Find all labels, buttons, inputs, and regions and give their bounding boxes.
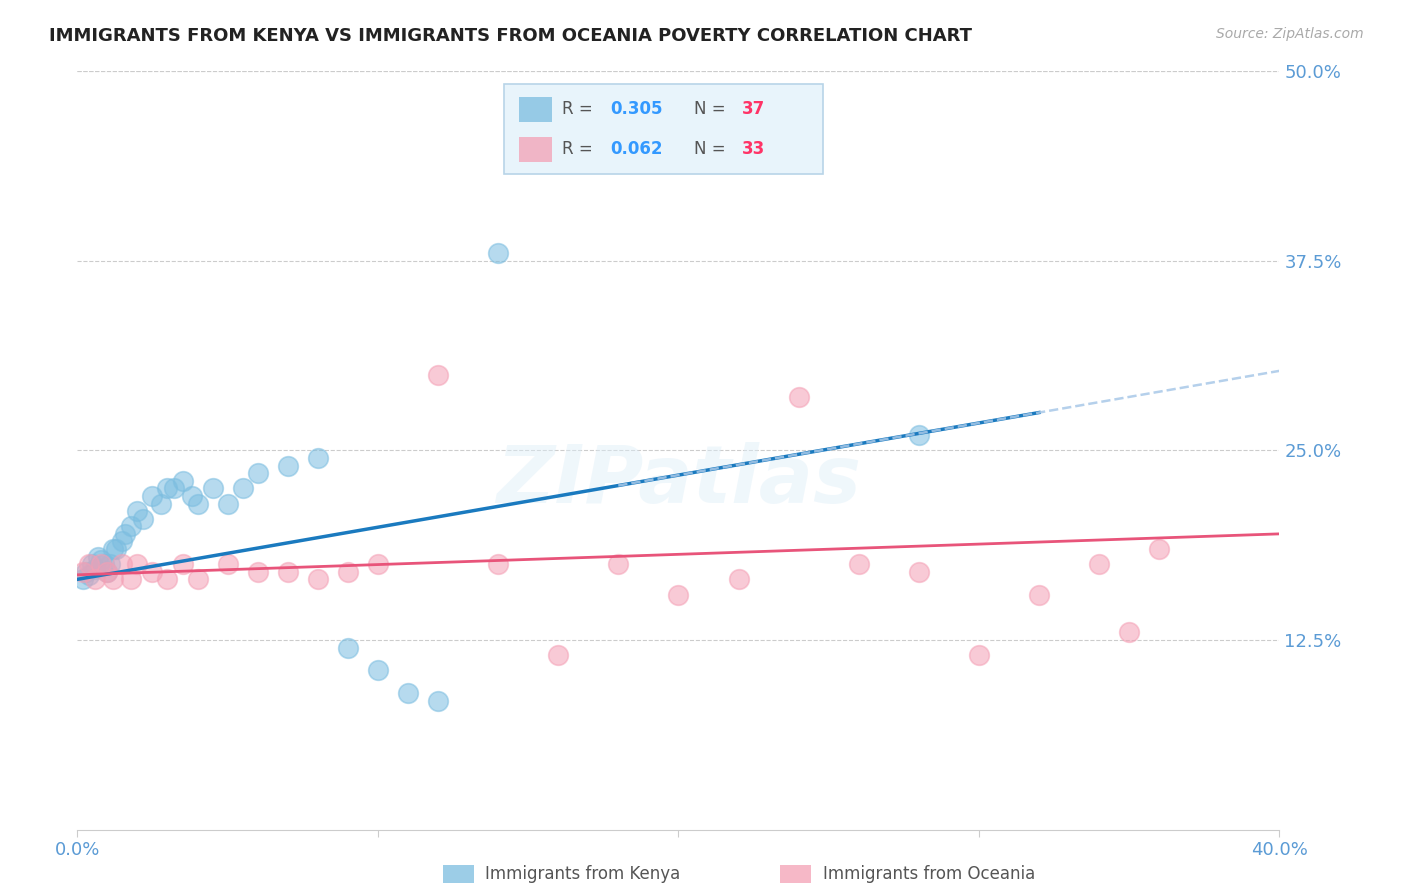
Point: [908, 428, 931, 442]
Text: Source: ZipAtlas.com: Source: ZipAtlas.com: [1216, 27, 1364, 41]
Text: R =: R =: [562, 140, 598, 159]
Point: [87, 549, 110, 564]
Point: [96, 565, 118, 579]
Point: [90, 552, 112, 566]
Point: [486, 557, 509, 572]
Point: [172, 557, 194, 572]
Point: [127, 557, 149, 572]
Point: [84, 562, 107, 576]
Point: [427, 368, 450, 382]
Point: [427, 694, 450, 708]
Point: [1149, 542, 1171, 557]
Point: [93, 557, 115, 572]
Text: N =: N =: [695, 140, 731, 159]
Point: [90, 557, 112, 572]
Point: [156, 573, 179, 587]
Point: [336, 640, 359, 655]
Point: [277, 458, 299, 473]
Point: [82, 557, 104, 572]
Point: [96, 565, 118, 579]
Point: [367, 557, 389, 572]
Point: [787, 391, 810, 405]
Text: 0.305: 0.305: [610, 100, 662, 119]
Point: [84, 573, 107, 587]
FancyBboxPatch shape: [519, 136, 553, 161]
Point: [277, 565, 299, 579]
Point: [547, 132, 569, 146]
Point: [72, 573, 94, 587]
Point: [217, 496, 239, 510]
Point: [217, 557, 239, 572]
Point: [246, 467, 269, 481]
Point: [307, 451, 329, 466]
Point: [162, 482, 184, 496]
Point: [246, 565, 269, 579]
Point: [150, 496, 173, 510]
Point: [141, 565, 163, 579]
Point: [79, 567, 101, 582]
Point: [396, 686, 419, 700]
Point: [201, 482, 224, 496]
Text: Immigrants from Kenya: Immigrants from Kenya: [485, 865, 681, 883]
Point: [186, 496, 209, 510]
Text: 37: 37: [742, 100, 765, 119]
Point: [967, 648, 990, 662]
Point: [114, 526, 136, 541]
Point: [367, 664, 389, 678]
Point: [75, 565, 97, 579]
Point: [668, 588, 690, 602]
Text: R =: R =: [562, 100, 598, 119]
Point: [103, 573, 125, 587]
Point: [120, 519, 142, 533]
Point: [132, 512, 155, 526]
Point: [848, 557, 870, 572]
Point: [100, 557, 122, 572]
Point: [1028, 588, 1050, 602]
Text: ZIPatlas: ZIPatlas: [496, 442, 860, 520]
Point: [111, 557, 134, 572]
Point: [105, 542, 128, 557]
Point: [1118, 625, 1140, 640]
Text: Immigrants from Oceania: Immigrants from Oceania: [823, 865, 1035, 883]
FancyBboxPatch shape: [505, 84, 823, 174]
Point: [307, 573, 329, 587]
FancyBboxPatch shape: [519, 97, 553, 122]
Point: [103, 542, 125, 557]
Point: [156, 482, 179, 496]
Point: [141, 489, 163, 503]
Text: 0.062: 0.062: [610, 140, 662, 159]
Point: [908, 565, 931, 579]
Point: [72, 565, 94, 579]
Point: [127, 504, 149, 518]
Point: [547, 648, 569, 662]
Point: [111, 534, 134, 549]
Point: [79, 557, 101, 572]
Point: [180, 489, 202, 503]
Point: [172, 474, 194, 488]
Point: [486, 246, 509, 260]
Point: [1088, 557, 1111, 572]
Text: N =: N =: [695, 100, 731, 119]
Point: [120, 573, 142, 587]
Point: [232, 482, 254, 496]
Point: [336, 565, 359, 579]
Point: [727, 573, 749, 587]
Text: 33: 33: [742, 140, 765, 159]
Text: IMMIGRANTS FROM KENYA VS IMMIGRANTS FROM OCEANIA POVERTY CORRELATION CHART: IMMIGRANTS FROM KENYA VS IMMIGRANTS FROM…: [49, 27, 972, 45]
Point: [186, 573, 209, 587]
Point: [607, 557, 630, 572]
